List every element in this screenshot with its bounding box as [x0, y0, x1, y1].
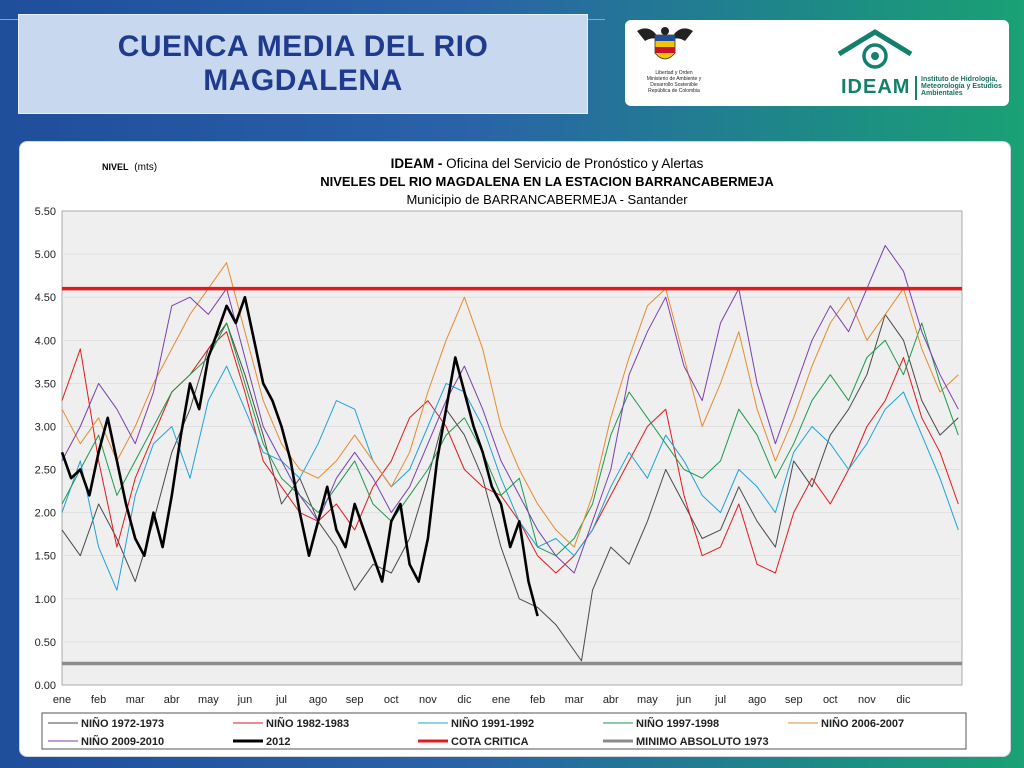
legend-box [41, 712, 967, 750]
x-tick-label: mar [565, 694, 584, 706]
x-tick-label: may [637, 694, 658, 706]
x-tick-label: may [198, 694, 219, 706]
x-tick-label: jun [676, 694, 692, 706]
chart-title-org: IDEAM - [391, 156, 447, 171]
ideam-divider [915, 76, 917, 100]
chart-location: Municipio de BARRANCABERMEJA - Santander [406, 192, 688, 207]
legend-label: COTA CRITICA [451, 736, 529, 748]
legend-label: NIÑO 1991-1992 [451, 717, 534, 730]
y-axis-label: NIVEL (mts) [102, 162, 157, 173]
x-tick-label: jul [714, 694, 726, 706]
x-tick-label: abr [603, 694, 619, 706]
x-tick-label: feb [530, 694, 545, 706]
y-tick-label: 4.00 [35, 335, 56, 347]
legend-label: MINIMO ABSOLUTO 1973 [636, 736, 769, 748]
series-line [60, 295, 539, 617]
header-rule-right [587, 19, 605, 20]
slide-title-box: CUENCA MEDIA DEL RIO MAGDALENA [18, 14, 588, 114]
y-tick-label: 5.00 [35, 249, 56, 261]
y-tick-label: 1.00 [35, 594, 56, 606]
ideam-name: IDEAM [841, 76, 911, 98]
slide-title-line2: MAGDALENA [203, 64, 403, 97]
x-tick-label: ago [748, 694, 766, 706]
y-tick-label: 2.50 [35, 465, 56, 477]
y-axis-label-name: NIVEL [102, 162, 129, 172]
chart-title: IDEAM - Oficina del Servicio de Pronósti… [391, 156, 704, 171]
legend-label: NIÑO 2009-2010 [81, 735, 164, 748]
y-ticks: 0.00 0.50 1.00 1.50 2.00 2.50 3.00 3.50 4.00 4.50… [35, 206, 56, 692]
series-line [61, 245, 959, 574]
series-line [61, 365, 959, 591]
x-tick-label: jun [237, 694, 253, 706]
chart-title-office: Oficina del Servicio de Pronóstico y Ale… [446, 156, 704, 171]
x-tick-label: dic [457, 694, 472, 706]
x-tick-label: dic [896, 694, 911, 706]
x-tick-label: ago [309, 694, 327, 706]
header-rule-left [0, 19, 18, 20]
slide-title-line1: CUENCA MEDIA DEL RIO [117, 30, 489, 63]
legend-label: 2012 [266, 736, 290, 748]
x-ticks: ene feb mar abr may jun jul ago sep oct nov dic ene f… [53, 694, 911, 706]
y-tick-label: 2.00 [35, 508, 56, 520]
chart-subtitle: NIVELES DEL RIO MAGDALENA EN LA ESTACION… [320, 174, 774, 189]
legend-label: NIÑO 1972-1973 [81, 717, 164, 730]
x-tick-label: nov [419, 694, 437, 706]
series-line [61, 262, 959, 548]
x-tick-label: sep [346, 694, 364, 706]
y-tick-label: 0.50 [35, 637, 56, 649]
x-tick-label: abr [164, 694, 180, 706]
legend-label: NIÑO 1997-1998 [636, 717, 719, 730]
legend: NIÑO 1972-1973 NIÑO 1982-1983 NIÑO 1991-19… [48, 717, 904, 748]
x-tick-label: ene [492, 694, 510, 706]
reference-lines [62, 286, 962, 666]
x-tick-label: oct [823, 694, 838, 706]
ideam-subtitle: Instituto de Hidrología, Meteorología y … [921, 76, 1002, 97]
x-tick-label: feb [91, 694, 106, 706]
y-tick-label: 0.00 [35, 680, 56, 692]
x-tick-label: mar [126, 694, 145, 706]
grid [62, 253, 962, 643]
ideam-logo-icon [837, 29, 913, 69]
river-level-chart: NIVEL (mts) IDEAM - Oficina del Servicio… [35, 156, 967, 750]
y-tick-label: 4.50 [35, 292, 56, 304]
legend-label: NIÑO 1982-1983 [266, 717, 349, 730]
x-tick-label: ene [53, 694, 71, 706]
series-group [60, 245, 959, 662]
logos-panel: Libertad y Orden Ministerio de Ambiente … [625, 20, 1009, 106]
x-tick-label: jul [275, 694, 287, 706]
colombia-crest-icon [637, 27, 693, 60]
y-axis-label-unit: (mts) [134, 162, 157, 173]
y-tick-label: 3.50 [35, 378, 56, 390]
y-tick-label: 5.50 [35, 206, 56, 218]
x-tick-label: sep [785, 694, 803, 706]
x-tick-label: oct [384, 694, 399, 706]
legend-label: NIÑO 2006-2007 [821, 717, 904, 730]
x-tick-label: nov [858, 694, 876, 706]
y-tick-label: 1.50 [35, 551, 56, 563]
y-tick-label: 3.00 [35, 421, 56, 433]
government-caption: Libertad y Orden Ministerio de Ambiente … [646, 70, 702, 94]
